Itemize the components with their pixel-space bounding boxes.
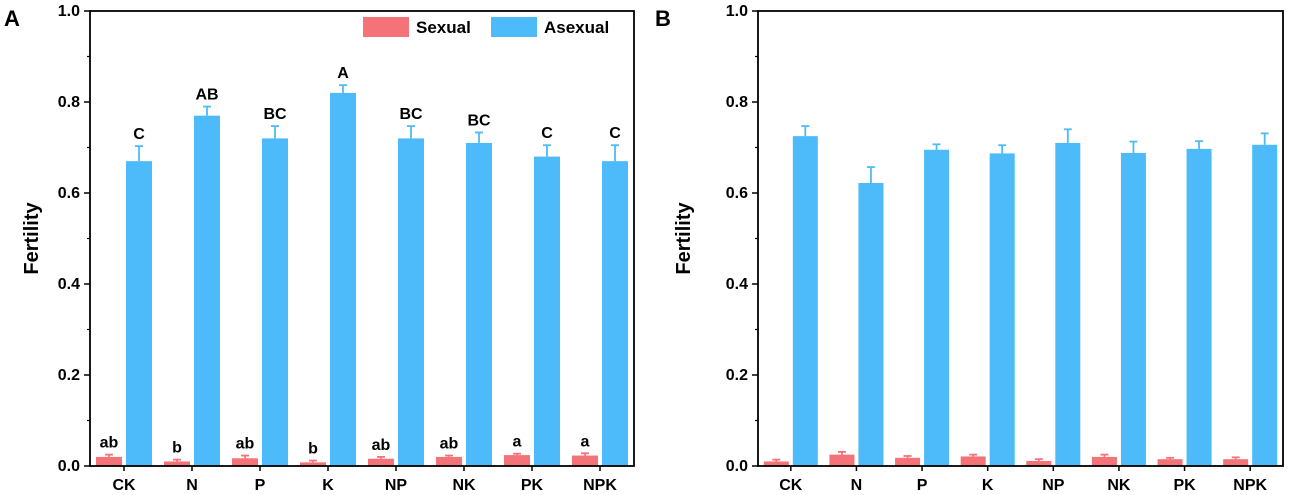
y-tick-label: 0.2 xyxy=(58,367,80,384)
significance-label: ab xyxy=(440,436,459,453)
significance-label: ab xyxy=(100,435,119,452)
bar-asexual xyxy=(1252,144,1278,466)
x-tick-label: K xyxy=(322,477,334,494)
y-tick-label: 0.0 xyxy=(58,458,80,475)
x-tick-label: CK xyxy=(112,477,136,494)
x-tick-label: CK xyxy=(779,477,803,494)
chart-panel-a: AFertility0.00.20.40.60.81.0CKabCNbABPab… xyxy=(4,3,635,494)
bar-sexual xyxy=(829,454,855,466)
bar-asexual xyxy=(792,136,818,466)
x-tick-label: NP xyxy=(1042,477,1065,494)
bar-asexual xyxy=(194,115,220,467)
significance-label: C xyxy=(609,125,621,142)
legend-label: Asexual xyxy=(544,18,609,37)
x-tick-label: NP xyxy=(385,477,408,494)
bar-sexual xyxy=(572,455,598,466)
significance-label: BC xyxy=(467,112,491,129)
bar-asexual xyxy=(989,153,1015,467)
bar-sexual xyxy=(763,461,789,466)
y-tick-label: 0.4 xyxy=(726,276,748,293)
y-tick-label: 0.0 xyxy=(726,458,748,475)
legend-swatch-asexual xyxy=(491,17,537,37)
bar-sexual xyxy=(960,456,986,466)
bar-sexual xyxy=(96,456,122,466)
x-tick-label: NK xyxy=(452,477,476,494)
bar-sexual xyxy=(1091,456,1117,466)
bar-asexual xyxy=(1120,152,1146,466)
legend-label: Sexual xyxy=(416,18,471,37)
y-axis-label: Fertility xyxy=(673,202,695,275)
y-tick-label: 0.4 xyxy=(58,276,80,293)
bar-asexual xyxy=(126,161,152,466)
y-tick-label: 0.2 xyxy=(726,367,748,384)
bar-sexual xyxy=(232,458,258,466)
significance-label: AB xyxy=(195,87,218,104)
bar-asexual xyxy=(1186,148,1212,467)
x-tick-label: NPK xyxy=(583,477,617,494)
y-tick-label: 0.8 xyxy=(58,94,80,111)
bar-asexual xyxy=(924,149,950,466)
significance-label: C xyxy=(133,126,145,143)
y-tick-label: 0.6 xyxy=(726,185,748,202)
x-tick-label: N xyxy=(186,477,198,494)
bar-sexual xyxy=(164,461,190,466)
x-tick-label: NK xyxy=(1107,477,1131,494)
panel-letter: B xyxy=(655,6,671,31)
significance-label: C xyxy=(541,125,553,142)
significance-label: A xyxy=(337,65,349,82)
legend-swatch-sexual xyxy=(363,17,409,37)
bar-asexual xyxy=(262,138,288,466)
bar-asexual xyxy=(1055,142,1081,466)
x-tick-label: P xyxy=(255,477,266,494)
y-axis-label: Fertility xyxy=(21,202,43,275)
bar-asexual xyxy=(534,156,560,466)
x-tick-label: PK xyxy=(521,477,544,494)
bar-sexual xyxy=(436,456,462,466)
x-tick-label: NPK xyxy=(1233,477,1267,494)
plot-frame xyxy=(757,10,1284,467)
significance-label: BC xyxy=(399,106,423,123)
x-tick-label: K xyxy=(982,477,994,494)
bar-asexual xyxy=(466,142,492,466)
bar-asexual xyxy=(398,138,424,466)
significance-label: ab xyxy=(372,437,391,454)
bar-sexual xyxy=(368,458,394,466)
bar-asexual xyxy=(858,182,884,467)
y-tick-label: 1.0 xyxy=(726,3,748,20)
bar-sexual xyxy=(300,462,326,466)
bar-sexual xyxy=(1157,459,1183,466)
y-tick-label: 0.6 xyxy=(58,185,80,202)
x-tick-label: P xyxy=(917,477,928,494)
legend: Sexual Asexual xyxy=(363,17,609,37)
significance-label: b xyxy=(172,440,182,457)
y-tick-label: 1.0 xyxy=(58,3,80,20)
bar-asexual xyxy=(602,161,628,466)
significance-label: ab xyxy=(236,436,255,453)
bar-asexual xyxy=(330,92,356,467)
x-tick-label: PK xyxy=(1173,477,1196,494)
bar-sexual xyxy=(504,455,530,466)
y-tick-label: 0.8 xyxy=(726,94,748,111)
panel-letter: A xyxy=(4,6,20,31)
plot-frame xyxy=(89,10,635,467)
significance-label: a xyxy=(513,434,522,451)
significance-label: BC xyxy=(263,106,287,123)
x-tick-label: N xyxy=(851,477,863,494)
bar-sexual xyxy=(1223,459,1249,466)
bar-sexual xyxy=(895,457,921,466)
significance-label: b xyxy=(308,441,318,458)
bar-sexual xyxy=(1026,460,1052,466)
significance-label: a xyxy=(581,433,590,450)
